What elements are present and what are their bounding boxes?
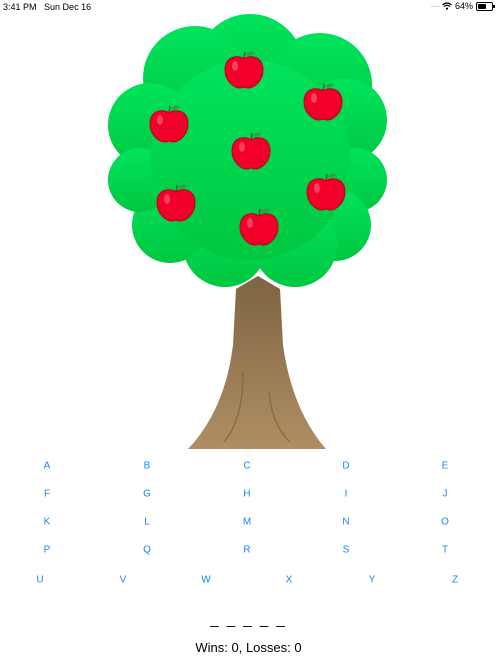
apple bbox=[239, 208, 279, 246]
letter-key-k[interactable]: K bbox=[38, 515, 57, 530]
apple bbox=[156, 184, 196, 222]
apple bbox=[149, 105, 189, 143]
letter-key-e[interactable]: E bbox=[436, 459, 455, 474]
letter-key-p[interactable]: P bbox=[38, 543, 57, 558]
letter-key-y[interactable]: Y bbox=[363, 573, 382, 588]
signal-icon: ····· bbox=[430, 1, 440, 11]
apple bbox=[231, 132, 271, 170]
score-label: Wins: 0, Losses: 0 bbox=[195, 640, 302, 655]
letter-key-x[interactable]: X bbox=[280, 573, 299, 588]
letter-key-s[interactable]: S bbox=[337, 543, 356, 558]
status-bar: 3:41 PM Sun Dec 16 ····· 64% bbox=[0, 0, 497, 14]
letter-key-g[interactable]: G bbox=[137, 487, 157, 502]
letter-key-w[interactable]: W bbox=[195, 573, 216, 588]
letter-key-h[interactable]: H bbox=[237, 487, 256, 502]
letter-key-f[interactable]: F bbox=[38, 487, 56, 502]
letter-key-v[interactable]: V bbox=[114, 573, 133, 588]
letter-key-d[interactable]: D bbox=[336, 459, 355, 474]
letter-key-c[interactable]: C bbox=[237, 459, 256, 474]
wifi-icon bbox=[442, 2, 452, 10]
letter-key-j[interactable]: J bbox=[437, 487, 454, 502]
letter-key-t[interactable]: T bbox=[436, 543, 454, 558]
letter-key-a[interactable]: A bbox=[38, 459, 57, 474]
status-date: Sun Dec 16 bbox=[44, 2, 92, 12]
letter-key-l[interactable]: L bbox=[138, 515, 156, 530]
tree-trunk bbox=[188, 276, 326, 449]
letter-key-r[interactable]: R bbox=[237, 543, 256, 558]
status-time: 3:41 PM bbox=[3, 2, 37, 12]
letter-key-n[interactable]: N bbox=[336, 515, 355, 530]
letter-key-b[interactable]: B bbox=[138, 459, 157, 474]
letter-key-m[interactable]: M bbox=[237, 515, 257, 530]
letter-key-o[interactable]: O bbox=[435, 515, 455, 530]
battery-percent: 64% bbox=[454, 1, 473, 11]
apple-tree bbox=[108, 14, 387, 449]
apple bbox=[306, 173, 346, 211]
letter-key-u[interactable]: U bbox=[30, 573, 49, 588]
letter-key-i[interactable]: I bbox=[339, 487, 354, 502]
battery-icon bbox=[476, 1, 495, 11]
letter-key-z[interactable]: Z bbox=[446, 573, 464, 588]
letter-key-q[interactable]: Q bbox=[137, 543, 157, 558]
word-display: _ _ _ _ _ bbox=[210, 611, 287, 628]
apple bbox=[224, 51, 264, 89]
apple bbox=[303, 83, 343, 121]
